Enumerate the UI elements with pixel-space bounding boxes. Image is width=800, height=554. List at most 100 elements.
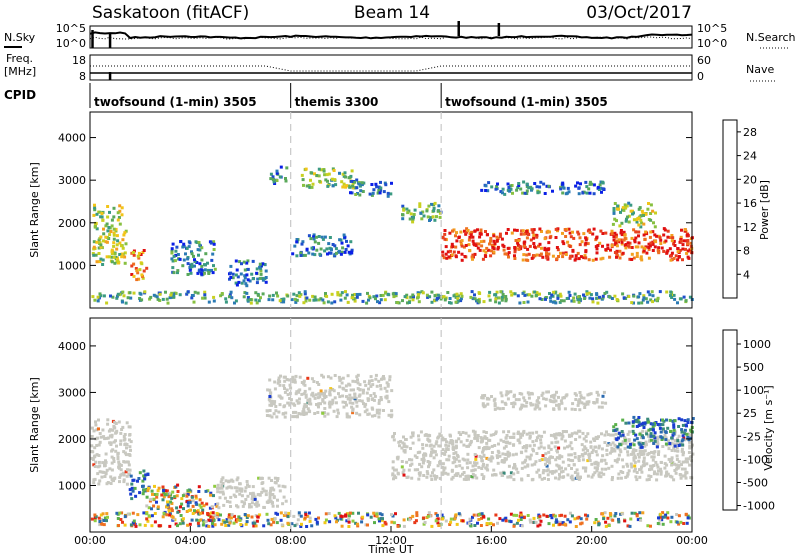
echo-pixel [653, 436, 657, 440]
echo-pixel [564, 467, 568, 471]
echo-pixel [170, 257, 174, 261]
echo-pixel [265, 512, 269, 516]
echo-pixel [204, 252, 208, 256]
echo-pixel [128, 472, 132, 476]
echo-pixel [560, 299, 563, 303]
echo-pixel [356, 192, 359, 195]
echo-pixel [295, 294, 299, 298]
echo-pixel [130, 486, 134, 490]
echo-pixel [323, 414, 327, 418]
echo-pixel [685, 424, 688, 428]
echo-pixel [349, 174, 353, 178]
echo-pixel [589, 445, 593, 449]
echo-pixel [426, 295, 430, 299]
echo-pixel [213, 523, 217, 527]
echo-pixel [174, 485, 178, 489]
echo-pixel [612, 210, 616, 213]
echo-pixel [455, 522, 459, 526]
echo-pixel [561, 521, 565, 525]
echo-pixel [519, 511, 523, 515]
echo-pixel [460, 252, 464, 256]
echo-pixel [166, 301, 170, 305]
echo-pixel [575, 431, 579, 435]
echo-pixel [522, 516, 526, 520]
echo-pixel [453, 460, 457, 464]
echo-pixel [338, 171, 341, 175]
echo-pixel [237, 280, 241, 284]
echo-pixel [176, 483, 180, 487]
nave-label: Nave [746, 63, 774, 76]
echo-pixel [419, 211, 423, 215]
echo-pixel [635, 514, 639, 518]
echo-pixel [346, 415, 350, 419]
echo-pixel [228, 277, 231, 281]
echo-pixel [368, 296, 372, 300]
echo-pixel [114, 431, 118, 435]
echo-pixel [674, 463, 678, 467]
echo-pixel [363, 380, 367, 384]
echo-pixel [673, 439, 677, 443]
echo-pixel [590, 451, 594, 454]
echo-pixel [504, 452, 508, 456]
echo-pixel [309, 178, 312, 182]
echo-pixel [102, 232, 106, 236]
echo-pixel [418, 473, 422, 477]
echo-pixel [632, 432, 636, 435]
echo-pixel [574, 438, 578, 441]
echo-pixel [636, 452, 640, 456]
echo-pixel [563, 522, 567, 526]
echo-pixel [486, 248, 490, 252]
echo-pixel [520, 466, 524, 470]
echo-pixel [537, 468, 541, 472]
echo-pixel [271, 493, 275, 496]
echo-pixel [229, 516, 233, 520]
echo-pixel [587, 291, 591, 295]
echo-pixel [493, 473, 497, 476]
echo-pixel [436, 517, 440, 521]
echo-pixel [246, 278, 250, 282]
echo-pixel [651, 451, 655, 454]
echo-pixel [557, 467, 561, 471]
echo-pixel [117, 524, 120, 527]
echo-pixel [119, 244, 123, 248]
echo-pixel [114, 449, 118, 453]
echo-pixel [464, 474, 468, 478]
echo-pixel [554, 518, 558, 522]
echo-pixel [390, 513, 393, 517]
echo-pixel [617, 517, 620, 521]
echo-pixel [268, 392, 272, 396]
echo-pixel [171, 490, 175, 494]
echo-pixel [358, 383, 362, 387]
echo-pixel [452, 250, 456, 254]
echo-pixel [602, 472, 606, 476]
echo-pixel [530, 463, 534, 467]
echo-pixel [685, 251, 689, 255]
echo-pixel [586, 514, 590, 518]
echo-pixel [449, 249, 452, 253]
echo-pixel [601, 296, 605, 300]
x-tick-label: 04:00 [174, 534, 206, 547]
echo-pixel [649, 212, 653, 215]
echo-pixel [249, 505, 253, 509]
echo-pixel [568, 444, 572, 448]
echo-pixel [516, 186, 520, 190]
echo-pixel [156, 489, 160, 493]
echo-pixel [652, 455, 656, 459]
echo-pixel [617, 207, 620, 211]
echo-pixel [135, 278, 139, 282]
echo-pixel [583, 445, 587, 449]
echo-pixel [501, 293, 505, 296]
echo-pixel [425, 293, 429, 297]
echo-pixel [110, 461, 114, 465]
echo-pixel [347, 250, 351, 254]
echo-pixel [295, 240, 299, 244]
echo-pixel [485, 437, 489, 440]
echo-pixel [110, 250, 114, 254]
colorbar-tick-label: 100 [743, 384, 764, 397]
echo-pixel [253, 521, 257, 525]
echo-pixel [302, 379, 306, 383]
echo-pixel [93, 298, 97, 302]
echo-pixel [535, 436, 539, 440]
echo-pixel [90, 450, 94, 453]
echo-pixel [525, 236, 529, 240]
